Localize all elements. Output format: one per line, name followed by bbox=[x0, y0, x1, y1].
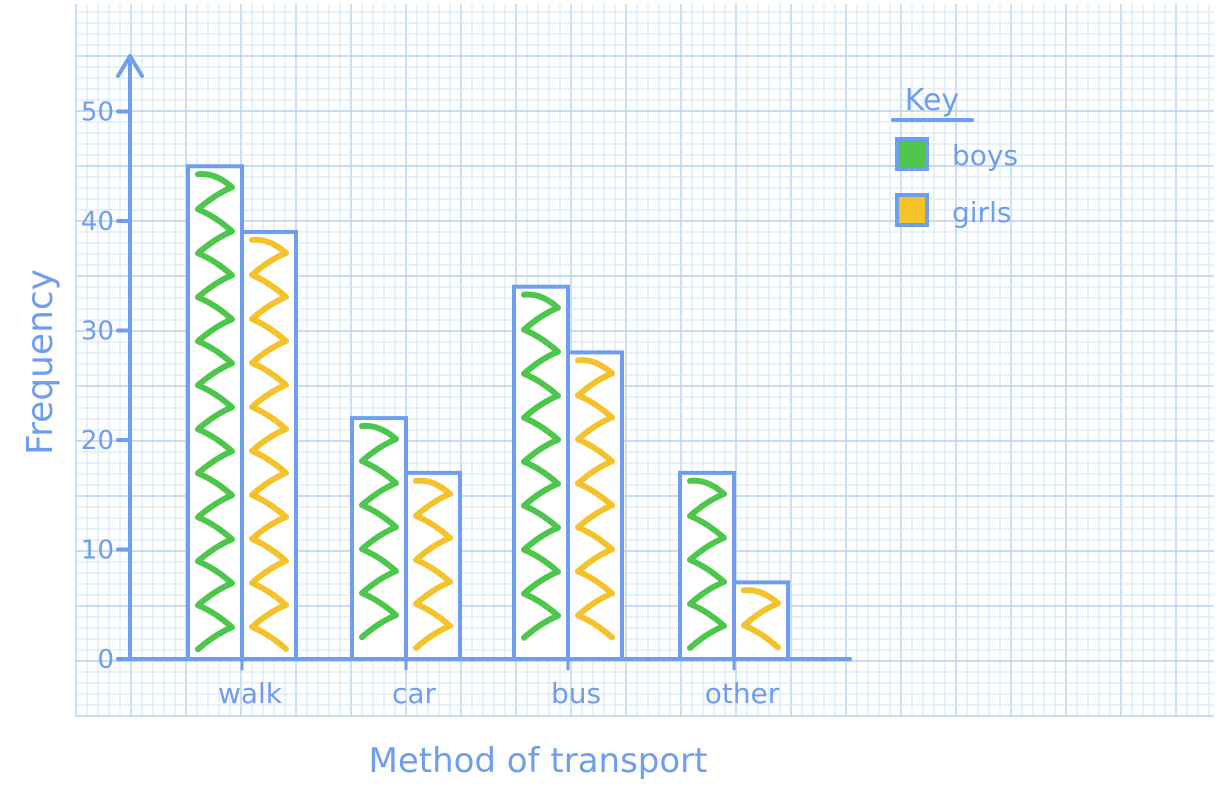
legend-label-boys: boys bbox=[952, 139, 1018, 172]
y-tick-label: 10 bbox=[81, 536, 114, 566]
bar-fill-scribble bbox=[195, 171, 235, 653]
y-tick-label: 50 bbox=[81, 98, 114, 128]
bar-other-girls bbox=[732, 580, 790, 661]
x-axis-label: Method of transport bbox=[368, 741, 707, 781]
y-axis-label: Frequency bbox=[20, 269, 61, 455]
bar-walk-girls bbox=[240, 229, 298, 661]
y-ticks: 0 10 20 30 40 50 bbox=[81, 98, 132, 675]
bar-background bbox=[188, 166, 242, 659]
legend: Key boys girls bbox=[891, 83, 1018, 229]
bar-car-boys bbox=[350, 416, 408, 661]
bar-other-boys bbox=[678, 470, 736, 661]
y-tick-label: 40 bbox=[81, 207, 114, 237]
bar-fill-scribble bbox=[741, 587, 781, 651]
bar-fill-scribble bbox=[521, 291, 561, 641]
legend-title: Key bbox=[905, 83, 959, 118]
bar-fill-scribble bbox=[359, 422, 399, 641]
bar-car-girls bbox=[404, 470, 462, 661]
bar-fill-scribble bbox=[413, 477, 453, 651]
bars-layer bbox=[186, 164, 790, 661]
y-axis-arrowhead bbox=[116, 54, 144, 78]
bar-fill-scribble bbox=[687, 477, 727, 651]
y-tick-label: 30 bbox=[81, 317, 114, 347]
x-category-label-car: car bbox=[392, 677, 437, 710]
bar-walk-boys bbox=[186, 164, 244, 661]
bar-bus-boys bbox=[512, 284, 570, 661]
x-category-label-bus: bus bbox=[551, 677, 601, 710]
legend-swatch-boys bbox=[895, 137, 929, 171]
y-tick-label: 0 bbox=[97, 645, 114, 675]
x-category-label-walk: walk bbox=[218, 677, 283, 710]
axes-layer bbox=[116, 54, 852, 661]
bar-bus-girls bbox=[566, 350, 624, 661]
x-category-labels: walk car bus other bbox=[218, 657, 780, 710]
y-tick-label: 20 bbox=[81, 426, 114, 456]
legend-label-girls: girls bbox=[952, 196, 1011, 229]
bar-fill-scribble bbox=[575, 357, 615, 641]
legend-swatch-girls bbox=[895, 193, 929, 227]
bar-fill-scribble bbox=[249, 236, 289, 652]
x-category-label-other: other bbox=[705, 677, 780, 710]
